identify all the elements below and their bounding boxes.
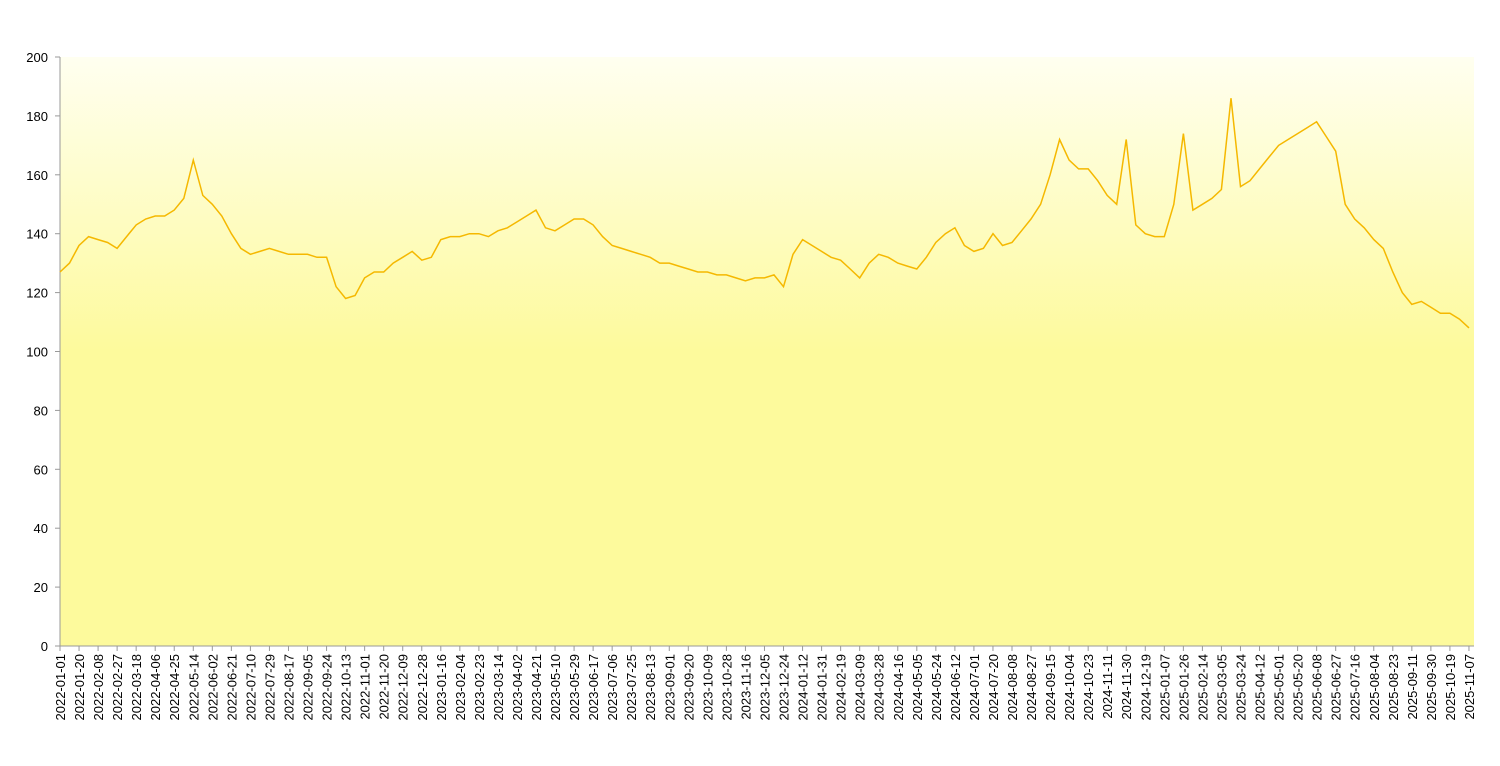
x-tick-label: 2024-03-28 (872, 654, 887, 721)
x-tick-label: 2022-04-25 (167, 654, 182, 721)
x-tick-label: 2023-09-20 (681, 654, 696, 721)
x-tick-label: 2025-05-01 (1272, 654, 1287, 721)
x-tick-label: 2024-11-11 (1100, 654, 1115, 719)
x-tick-label: 2024-06-12 (948, 654, 963, 721)
y-tick-label: 180 (26, 109, 48, 124)
x-tick-label: 2022-07-10 (243, 654, 258, 721)
x-tick-label: 2025-01-26 (1176, 654, 1191, 721)
x-tick-label: 2025-04-12 (1253, 654, 1268, 721)
x-tick-label: 2025-01-07 (1157, 654, 1172, 721)
x-tick-label: 2023-02-23 (472, 654, 487, 721)
x-tick-label: 2024-10-23 (1081, 654, 1096, 721)
x-tick-label: 2022-09-05 (301, 654, 316, 721)
x-tick-label: 2024-01-31 (815, 654, 830, 721)
x-tick-label: 2024-12-19 (1138, 654, 1153, 721)
x-tick-label: 2024-11-30 (1119, 654, 1134, 720)
x-tick-label: 2022-03-18 (129, 654, 144, 721)
x-tick-label: 2023-02-04 (453, 654, 468, 721)
x-tick-label: 2022-07-29 (262, 654, 277, 721)
y-tick-label: 60 (34, 462, 48, 477)
x-tick-label: 2023-05-29 (567, 654, 582, 721)
y-tick-label: 140 (26, 227, 48, 242)
y-tick-label: 0 (41, 639, 48, 654)
x-tick-label: 2022-05-14 (186, 654, 201, 721)
x-tick-label: 2022-08-17 (281, 654, 296, 721)
y-tick-label: 80 (34, 403, 48, 418)
x-tick-label: 2025-08-23 (1386, 654, 1401, 721)
plot-area (60, 57, 1474, 646)
x-tick-label: 2022-12-09 (396, 654, 411, 721)
y-tick-label: 20 (34, 580, 48, 595)
x-tick-label: 2025-09-11 (1405, 654, 1420, 720)
x-tick-label: 2025-02-14 (1195, 654, 1210, 721)
y-tick-label: 200 (26, 50, 48, 65)
x-tick-label: 2022-06-02 (205, 654, 220, 721)
x-tick-label: 2022-02-08 (91, 654, 106, 721)
x-tick-label: 2025-07-16 (1348, 654, 1363, 721)
x-tick-label: 2024-10-04 (1062, 654, 1077, 721)
x-tick-label: 2023-10-28 (719, 654, 734, 721)
x-tick-label: 2022-10-13 (339, 654, 354, 721)
x-tick-label: 2024-01-12 (796, 654, 811, 721)
x-tick-label: 2023-09-01 (662, 654, 677, 721)
x-tick-label: 2023-05-10 (548, 654, 563, 721)
x-tick-label: 2024-08-08 (1005, 654, 1020, 721)
x-tick-label: 2022-01-01 (53, 654, 68, 721)
y-tick-label: 160 (26, 168, 48, 183)
x-tick-label: 2023-08-13 (643, 654, 658, 721)
x-tick-label: 2023-10-09 (700, 654, 715, 721)
x-tick-label: 2024-05-05 (910, 654, 925, 721)
x-tick-label: 2022-01-20 (72, 654, 87, 721)
x-tick-label: 2025-05-20 (1291, 654, 1306, 721)
x-tick-label: 2023-06-17 (586, 654, 601, 721)
x-tick-label: 2025-03-05 (1214, 654, 1229, 721)
y-tick-label: 120 (26, 286, 48, 301)
x-tick-label: 2023-11-16 (738, 654, 753, 720)
x-tick-label: 2025-11-07 (1462, 654, 1477, 720)
x-tick-label: 2023-07-06 (605, 654, 620, 721)
x-tick-label: 2025-06-08 (1310, 654, 1325, 721)
x-tick-label: 2023-04-02 (510, 654, 525, 721)
x-tick-label: 2022-04-06 (148, 654, 163, 721)
x-tick-label: 2025-03-24 (1233, 654, 1248, 721)
x-tick-label: 2024-07-01 (967, 654, 982, 721)
x-tick-label: 2022-12-28 (415, 654, 430, 721)
x-tick-label: 2024-04-16 (891, 654, 906, 721)
x-tick-label: 2024-05-24 (929, 654, 944, 721)
x-tick-label: 2023-01-16 (434, 654, 449, 721)
x-tick-label: 2022-09-24 (320, 654, 335, 721)
x-tick-label: 2023-12-05 (757, 654, 772, 721)
x-tick-label: 2025-08-04 (1367, 654, 1382, 721)
x-tick-label: 2022-11-20 (377, 654, 392, 720)
x-tick-label: 2023-12-24 (777, 654, 792, 721)
x-tick-label: 2025-09-30 (1424, 654, 1439, 721)
x-tick-label: 2022-06-21 (224, 654, 239, 721)
x-tick-label: 2022-11-01 (358, 654, 373, 720)
y-tick-label: 40 (34, 521, 48, 536)
x-tick-label: 2023-07-25 (624, 654, 639, 721)
x-tick-label: 2025-06-27 (1329, 654, 1344, 721)
x-tick-label: 2024-09-15 (1043, 654, 1058, 721)
x-tick-label: 2023-04-21 (529, 654, 544, 721)
x-tick-label: 2023-03-14 (491, 654, 506, 721)
x-tick-label: 2024-07-20 (986, 654, 1001, 721)
x-tick-label: 2024-03-09 (853, 654, 868, 721)
y-tick-label: 100 (26, 345, 48, 360)
data-line (59, 98, 1470, 329)
x-tick-label: 2024-02-19 (834, 654, 849, 721)
x-tick-label: 2025-10-19 (1443, 654, 1458, 721)
x-tick-label: 2022-02-27 (110, 654, 125, 721)
x-tick-label: 2024-08-27 (1024, 654, 1039, 721)
